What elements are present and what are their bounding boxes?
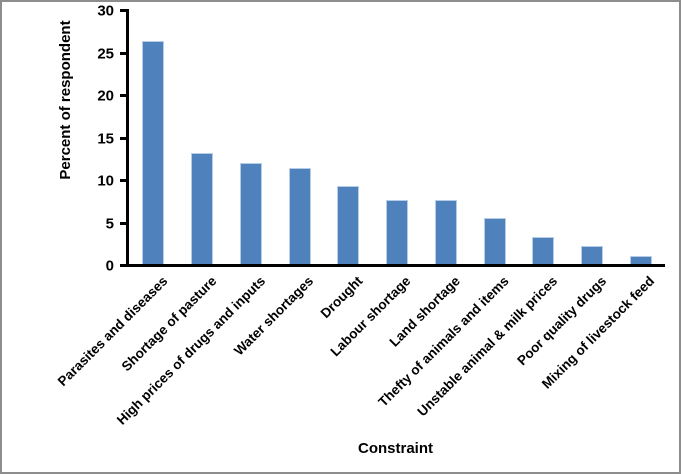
x-category-label: Labour shortage [327,273,414,360]
bar-slot [275,11,324,265]
bar-1 [142,41,165,265]
x-category-label: Poor quality drugs [513,273,609,369]
bar-slot [324,11,373,265]
bar-slot [226,11,275,265]
y-tick-label-30: 30 [97,2,114,20]
y-tick-mark [120,94,126,98]
y-tick-label-15: 15 [97,130,114,147]
x-category-label: Shortage of pasture [118,273,219,375]
plot-area [126,9,665,267]
x-category-label: Thefty of animals and items [375,273,512,410]
x-category-label: Land shortage [386,273,463,350]
bar-slot [129,11,178,265]
bar-4 [288,167,311,265]
y-axis-tick-marks [120,9,126,267]
y-tick-label-10: 10 [97,172,114,190]
bar-slot [519,11,568,265]
y-tick-label-0: 0 [105,257,114,275]
bar-slot [470,11,519,265]
x-category-label: Water shortages [231,273,317,359]
x-category-label: High prices of drugs and inputs [113,273,268,428]
bars-group [129,11,665,265]
y-tick-mark [120,179,126,183]
x-axis-line [126,264,665,267]
bar-6 [386,199,409,265]
bar-slot [568,11,617,265]
bar-slot [373,11,422,265]
bar-slot [421,11,470,265]
x-category-label: Parasites and diseases [54,273,171,389]
bar-7 [434,199,457,265]
y-tick-label-5: 5 [105,215,114,232]
bar-slot [178,11,227,265]
x-axis-title: Constraint [358,440,433,457]
y-tick-label-20: 20 [97,87,114,105]
y-tick-mark [120,51,126,55]
x-category-label: Unstable animal & milk prices [414,273,561,420]
bar-11 [629,255,652,265]
y-axis-line [126,9,129,266]
bar-2 [191,153,214,265]
bar-8 [483,218,506,265]
y-tick-mark [120,221,126,225]
y-axis-tick-labels: 0 5 10 15 20 25 30 [0,4,114,274]
bar-10 [580,246,603,265]
x-category-label: Drought [317,273,366,322]
y-tick-mark [120,9,126,12]
bar-5 [337,186,360,265]
bar-3 [239,162,262,265]
y-tick-label-25: 25 [97,45,114,62]
bar-9 [532,237,555,265]
y-tick-mark [120,136,126,140]
bar-slot [616,11,665,265]
x-category-label: Mixing of livestock feed [539,273,658,392]
y-tick-mark [120,264,126,267]
